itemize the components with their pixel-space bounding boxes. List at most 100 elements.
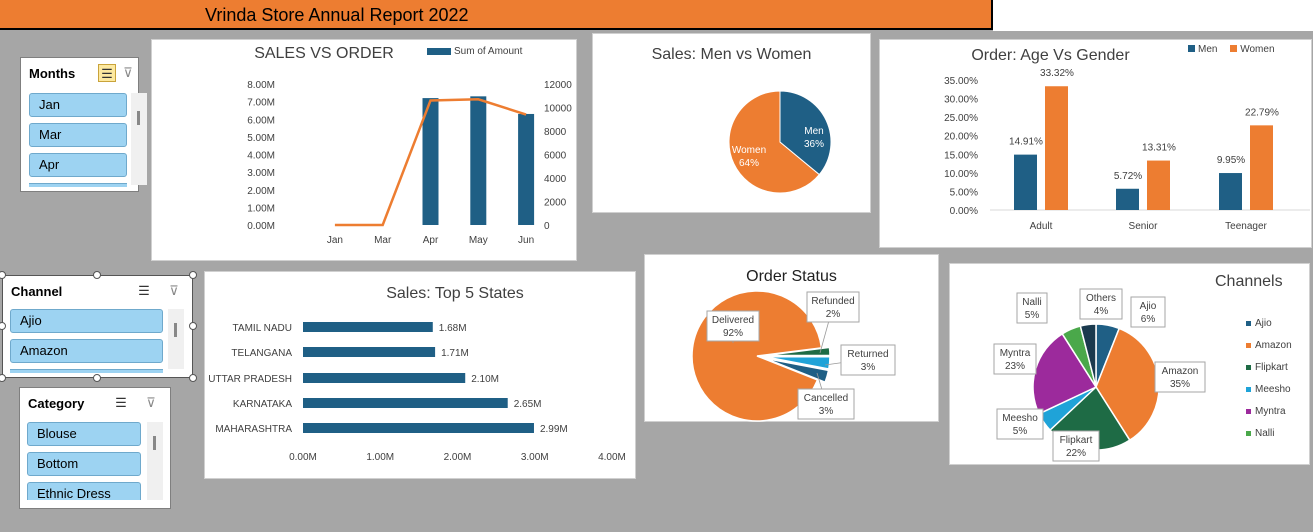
scroll-thumb[interactable] [153, 436, 156, 450]
x-tick-label: 2.00M [444, 452, 472, 463]
category-slicer[interactable]: Category ☰ ⊽ Blouse Bottom Ethnic Dress [19, 387, 171, 509]
data-label-name: Nalli [1022, 297, 1041, 308]
data-label-name: Returned [847, 349, 888, 360]
y2-tick-label: 0 [544, 221, 550, 232]
age-vs-gender-chart[interactable]: Order: Age Vs Gender Men Women 0.00% 5.00… [879, 39, 1312, 248]
y-tick-label: 5.00M [247, 133, 275, 144]
pie-slice-men [779, 90, 832, 176]
state-value-label: 1.68M [439, 323, 467, 334]
state-label: KARNATAKA [233, 399, 292, 410]
resize-handle[interactable] [189, 322, 197, 330]
resize-handle[interactable] [0, 374, 6, 382]
y-tick-label: 3.00M [247, 168, 275, 179]
y-tick-label: 10.00% [944, 169, 978, 180]
legend-label: Ajio [1255, 318, 1272, 329]
clear-filter-icon[interactable]: ⊽ [169, 283, 179, 298]
slicer-title: Category [28, 396, 85, 411]
slicer-item[interactable]: Mar [29, 123, 127, 147]
data-label-box [840, 344, 896, 376]
legend-swatch [427, 47, 451, 55]
data-label-box [996, 408, 1044, 440]
scroll-thumb[interactable] [174, 323, 177, 337]
channel-slicer[interactable]: Channel ☰ ⊽ Ajio Amazon [2, 275, 193, 378]
legend-swatch-women [1230, 45, 1238, 52]
age-vs-gender-plot: 0.00% 5.00% 10.00% 15.00% 20.00% 25.00% 30.00%… [944, 68, 1310, 232]
multi-select-icon[interactable]: ☰ [138, 283, 150, 298]
pie-slice-returned [764, 356, 831, 370]
pie-slice-women [728, 90, 821, 194]
clear-filter-icon[interactable]: ⊽ [123, 65, 133, 80]
order-status-plot: Delivered 92% Refunded 2% Returned 3% Cancelle… [691, 290, 896, 422]
x-tick-label: May [469, 235, 488, 246]
data-label-name: Myntra [1000, 348, 1031, 359]
report-title-bar: Vrinda Store Annual Report 2022 [0, 0, 993, 30]
women-bar [1250, 125, 1273, 210]
men-vs-women-chart[interactable]: Sales: Men vs Women Men 36% Women 64% [592, 33, 871, 213]
resize-handle[interactable] [189, 271, 197, 279]
slicer-item[interactable]: Ethnic Dress [27, 482, 141, 500]
data-label-name: Refunded [811, 296, 854, 307]
slicer-item[interactable]: Amazon [10, 339, 163, 363]
x-tick-label: 1.00M [366, 452, 394, 463]
y-tick-label: 2.00M [247, 186, 275, 197]
y2-tick-label: 6000 [544, 151, 567, 162]
state-bar [303, 373, 466, 383]
slicer-item[interactable]: Bottom [27, 452, 141, 476]
y2-tick-label: 8000 [544, 127, 567, 138]
months-slicer[interactable]: Months ☰ ⊽ Jan Mar Apr [20, 57, 147, 192]
slicer-scrollbar[interactable] [147, 422, 163, 500]
data-label-pct: 4% [1094, 306, 1109, 317]
data-label-box [1079, 288, 1123, 320]
legend-label-men: Men [1198, 44, 1218, 55]
y-tick-label: 20.00% [944, 132, 978, 143]
slicer-item[interactable]: Ajio [10, 309, 163, 333]
slicer-item-partial[interactable] [29, 183, 127, 187]
resize-handle[interactable] [189, 374, 197, 382]
pie-label-men: Men [804, 126, 823, 137]
chart-title: Sales: Top 5 States [386, 285, 524, 302]
scroll-thumb[interactable] [137, 111, 140, 125]
slicer-scrollbar[interactable] [168, 309, 184, 369]
state-label: UTTAR PRADESH [208, 374, 292, 385]
sales-vs-order-chart[interactable]: SALES VS ORDER Sum of Amount 0.00M 1.00M 2… [151, 39, 577, 261]
y-tick-label: 35.00% [944, 76, 978, 87]
slicer-item[interactable]: Blouse [27, 422, 141, 446]
data-label-name: Flipkart [1060, 435, 1093, 446]
y-tick-label: 4.00M [247, 151, 275, 162]
resize-handle[interactable] [93, 374, 101, 382]
data-label-pct: 3% [861, 362, 876, 373]
data-label-name: Ajio [1140, 301, 1157, 312]
resize-handle[interactable] [0, 322, 6, 330]
multi-select-icon[interactable]: ☰ [115, 395, 127, 410]
sales-bar [518, 113, 535, 225]
top-states-chart[interactable]: Sales: Top 5 States TAMIL NADU 1.68M TELAN… [204, 271, 636, 479]
slicer-item-partial[interactable] [10, 369, 163, 373]
data-label-box [806, 291, 860, 323]
multi-select-icon[interactable]: ☰ [98, 64, 116, 82]
y-tick-label: 30.00% [944, 95, 978, 106]
resize-handle[interactable] [0, 271, 6, 279]
data-label-pct: 23% [1005, 361, 1025, 372]
channels-plot: Ajio 6% Amazon 35% Flipkart 22% Meesho 5% Myntra… [993, 288, 1292, 462]
y-tick-label: 5.00% [950, 187, 978, 198]
channels-chart[interactable]: Channels Ajio 6% Amazon 35% Flipkart 22% Meesh… [949, 263, 1310, 465]
slicer-item[interactable]: Apr [29, 153, 127, 177]
women-bar [1147, 160, 1170, 210]
men-bar [1219, 173, 1242, 210]
data-label-pct: 92% [723, 328, 743, 339]
state-bar [303, 347, 436, 357]
clear-filter-icon[interactable]: ⊽ [146, 395, 156, 410]
orders-line [334, 98, 527, 227]
women-data-label: 13.31% [1142, 143, 1176, 154]
slicer-scrollbar[interactable] [131, 93, 147, 185]
pie-slice-refunded [764, 346, 831, 357]
order-status-chart[interactable]: Order Status Delivered 92% Refunded 2% Retur… [644, 254, 939, 422]
slicer-item[interactable]: Jan [29, 93, 127, 117]
data-label-box [706, 310, 760, 342]
chart-legend: Men Women [1188, 44, 1275, 55]
state-label: TAMIL NADU [233, 323, 292, 334]
data-label-pct: 22% [1066, 448, 1086, 459]
data-label-pct: 5% [1025, 310, 1040, 321]
resize-handle[interactable] [93, 271, 101, 279]
legend-swatch [1246, 343, 1251, 348]
